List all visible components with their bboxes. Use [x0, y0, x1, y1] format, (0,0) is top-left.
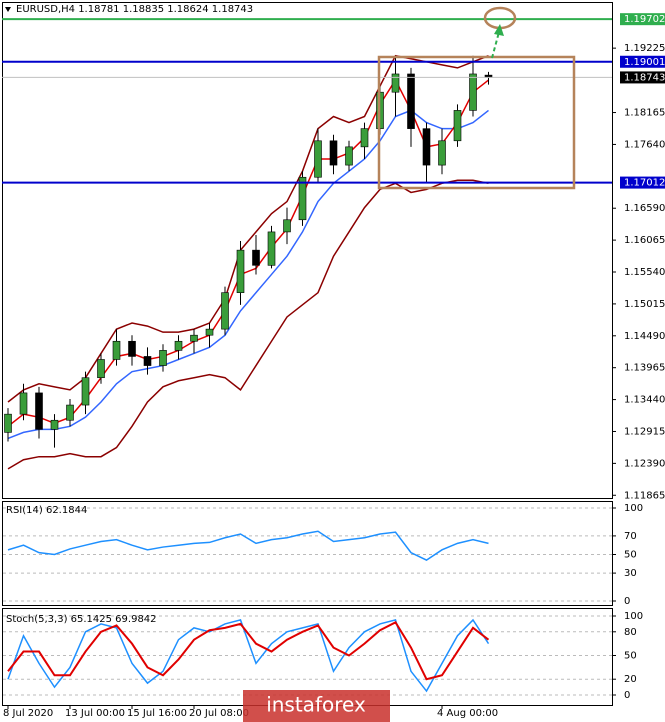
candle-body [360, 128, 369, 148]
candle-body [283, 219, 291, 233]
rsi-frame [2, 501, 613, 606]
panel-title: Stoch(5,3,3) 65.1425 69.9842 [6, 614, 157, 625]
candle-body [252, 249, 260, 266]
candle-body [453, 110, 462, 142]
candle-body [391, 73, 400, 93]
y-tick-label: 1.11865 [624, 490, 665, 501]
candle-body [81, 377, 90, 406]
candle-body [143, 356, 152, 366]
candle-body [469, 73, 477, 111]
arrow-shaft [491, 31, 500, 59]
candle-body [97, 359, 105, 379]
arrow-head [494, 24, 504, 36]
y-tick-label: 30 [624, 568, 637, 579]
y-tick-label: 100 [624, 503, 643, 514]
candle-body [205, 328, 214, 336]
main-frame [2, 2, 613, 499]
y-tick-label: 1.18165 [624, 108, 665, 119]
x-tick-label: 8 Jul 2020 [3, 708, 53, 719]
candle-body [329, 140, 338, 166]
y-tick-label: 20 [624, 674, 637, 685]
candle-body [4, 413, 12, 433]
level-label: 1.19702 [624, 14, 665, 25]
candle-body [314, 140, 322, 178]
candle-body [407, 73, 415, 129]
y-tick-label: 1.12390 [624, 458, 665, 469]
y-tick-label: 1.19225 [624, 43, 665, 54]
candle-body [190, 334, 198, 342]
y-tick-label: 1.16065 [624, 235, 665, 246]
y-tick-label: 100 [624, 611, 643, 622]
y-tick-label: 80 [624, 627, 637, 638]
y-tick-label: 1.13440 [624, 395, 665, 406]
plot-layers: 1.19225 1.18165 1.17640 1.16590 1.16065 1.155… [2, 4, 665, 719]
candle-body [174, 340, 183, 351]
y-tick-label: 50 [624, 651, 637, 662]
indicator-line [7, 179, 489, 470]
candle-body [19, 392, 28, 415]
y-tick-label: 1.15540 [624, 267, 665, 278]
candle-body [345, 146, 353, 166]
level-label: 1.19001 [624, 57, 665, 68]
indicator-line [7, 618, 490, 693]
level-label-box [620, 13, 665, 26]
x-tick-label: 15 Jul 16:00 [127, 708, 187, 719]
range-box [377, 55, 576, 190]
y-tick-label: 1.12915 [624, 426, 665, 437]
watermark: instaforex [266, 693, 366, 717]
last-price-box [620, 71, 665, 84]
y-tick-label: 1.15015 [624, 299, 665, 310]
indicator-line [7, 621, 490, 681]
candle-body [35, 392, 43, 430]
candle-body [267, 231, 276, 266]
watermark-box [243, 690, 390, 722]
candle-body [236, 249, 245, 293]
y-tick-label: 1.14490 [624, 331, 665, 342]
y-tick-label: 50 [624, 550, 637, 561]
y-tick-label: 0 [624, 690, 630, 701]
x-tick-label: 20 Jul 08:00 [189, 708, 249, 719]
y-tick-label: 0 [624, 596, 630, 607]
candle-body [159, 350, 167, 366]
y-tick-label: 1.16590 [624, 203, 665, 214]
y-tick-label: 70 [624, 531, 637, 542]
y-tick-label: 1.17640 [624, 139, 665, 150]
candle-body [112, 340, 121, 360]
y-tick-label: 1.13965 [624, 363, 665, 374]
x-tick-label: 4 Aug 00:00 [437, 708, 498, 719]
candle-body [221, 292, 229, 330]
candle-body [422, 128, 431, 166]
panel-title: RSI(14) 62.1844 [6, 505, 87, 516]
candle-body [438, 140, 446, 166]
candle-body [298, 176, 307, 221]
candle-body [50, 419, 59, 430]
level-label: 1.17012 [624, 178, 665, 189]
panel-title: EURUSD,H4 1.18781 1.18835 1.18624 1.1874… [16, 4, 253, 15]
indicator-line [7, 54, 489, 403]
title-marker [5, 7, 11, 12]
last-price-label: 1.18743 [624, 72, 665, 83]
level-label-box [620, 176, 665, 189]
candle-body [128, 340, 136, 357]
indicator-line [7, 530, 489, 561]
candle-body [66, 404, 74, 421]
x-tick-label: 13 Jul 00:00 [65, 708, 125, 719]
level-label-box [620, 55, 665, 68]
